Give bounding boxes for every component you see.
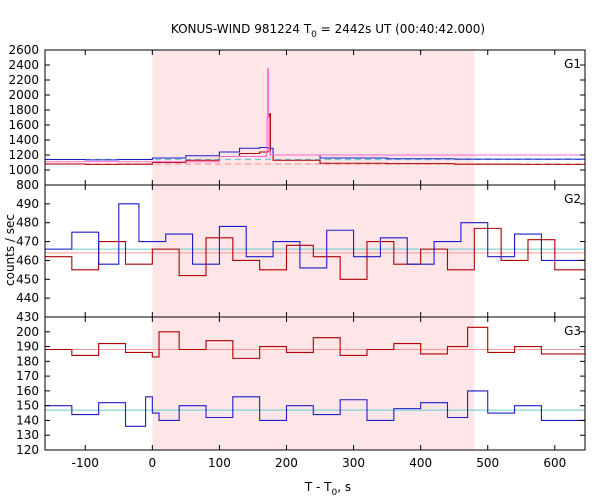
- y-tick-label: 150: [16, 399, 39, 413]
- y-tick-label: 2000: [8, 88, 39, 102]
- series-line-red: [45, 113, 585, 165]
- panel-label: G2: [564, 192, 581, 206]
- chart-title-rest: = 2442s UT (00:40:42.000): [317, 22, 485, 36]
- y-tick-label: 1400: [8, 133, 39, 147]
- x-tick-label: 0: [149, 456, 157, 470]
- y-tick-label: 130: [16, 428, 39, 442]
- y-tick-label: 460: [16, 253, 39, 267]
- y-tick-label: 1000: [8, 163, 39, 177]
- y-tick-label: 480: [16, 216, 39, 230]
- y-tick-label: 1200: [8, 148, 39, 162]
- y-tick-label: 1600: [8, 118, 39, 132]
- x-axis-label-sub: 0: [332, 488, 338, 498]
- y-tick-label: 170: [16, 369, 39, 383]
- y-tick-label: 190: [16, 340, 39, 354]
- chart-title-main: KONUS-WIND 981224 T: [171, 22, 312, 36]
- panel-g1-plot: [45, 68, 585, 165]
- y-tick-label: 450: [16, 272, 39, 286]
- x-tick-label: 400: [409, 456, 432, 470]
- series-line-blue: [45, 203, 585, 269]
- y-tick-label: 440: [16, 291, 39, 305]
- panel-frame: [44, 316, 586, 451]
- y-tick-label: 1800: [8, 103, 39, 117]
- y-tick-label: 2400: [8, 58, 39, 72]
- series-line-blue: [45, 146, 585, 161]
- chart-title-sub: 0: [311, 30, 317, 40]
- y-tick-label: 490: [16, 197, 39, 211]
- series-line-red: [45, 326, 585, 359]
- panel-label: G1: [564, 57, 581, 71]
- y-tick-label: 430: [16, 310, 39, 324]
- y-tick-label: 120: [16, 443, 39, 457]
- x-tick-label: 200: [275, 456, 298, 470]
- x-axis-label: T - T0, s: [304, 480, 351, 498]
- y-tick-label: 470: [16, 235, 39, 249]
- y-tick-label: 200: [16, 325, 39, 339]
- series-line-blue: [45, 390, 585, 427]
- y-tick-label: 800: [16, 178, 39, 192]
- panel-g3-plot: [45, 326, 585, 427]
- y-tick-label: 180: [16, 354, 39, 368]
- x-tick-label: 300: [342, 456, 365, 470]
- x-tick-label: 600: [543, 456, 566, 470]
- x-axis-label-rest: , s: [337, 480, 351, 494]
- series-line-magenta: [45, 68, 585, 163]
- panel-label: G3: [564, 324, 581, 338]
- y-tick-label: 2600: [8, 43, 39, 57]
- x-tick-label: 100: [208, 456, 231, 470]
- series-line-red: [45, 227, 585, 280]
- y-tick-label: 140: [16, 413, 39, 427]
- y-tick-label: 160: [16, 384, 39, 398]
- x-tick-label: -100: [72, 456, 99, 470]
- x-tick-label: 500: [476, 456, 499, 470]
- chart-title: KONUS-WIND 981224 T0 = 2442s UT (00:40:4…: [171, 22, 485, 40]
- y-tick-label: 2200: [8, 73, 39, 87]
- panel-g2-plot: [45, 203, 585, 280]
- x-axis-label-main: T - T: [304, 480, 332, 494]
- y-axis-label: counts / sec: [3, 214, 17, 286]
